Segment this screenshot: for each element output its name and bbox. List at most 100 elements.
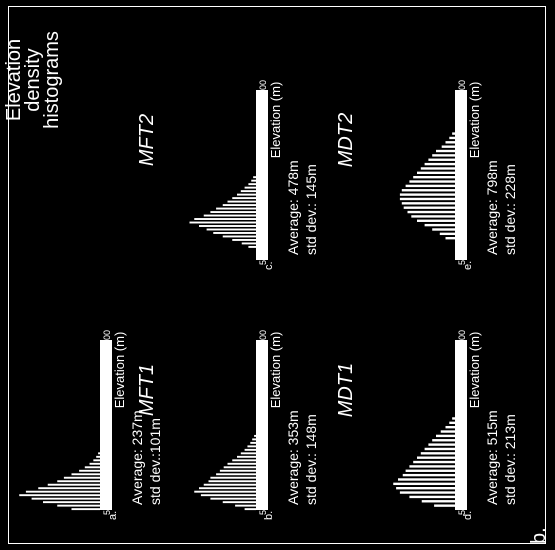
tick-label-e-4: 2000	[457, 80, 467, 100]
histogram-bar-d-7	[402, 473, 455, 477]
histogram-bar-a-13	[89, 462, 101, 465]
histogram-bar-c-4	[213, 232, 256, 234]
histogram-bar-c-12	[222, 204, 256, 207]
histogram-bar-b-7	[203, 483, 256, 486]
tick-label-b-0: 50	[258, 505, 268, 515]
histogram-bar-c-5	[206, 228, 257, 231]
panel-title-d: MDT1	[335, 363, 357, 417]
tick-label-a-3: 1500	[102, 374, 112, 394]
histogram-bar-c-14	[232, 197, 256, 200]
axis-strip-e	[455, 90, 467, 260]
histogram-bar-a-0	[71, 508, 100, 511]
histogram-bar-b-12	[223, 466, 256, 469]
tick-label-d-4: 2000	[457, 330, 467, 350]
histogram-bar-a-8	[57, 480, 100, 483]
axis-strip-c	[256, 90, 268, 260]
histogram-bar-d-11	[417, 456, 455, 459]
histogram-bar-b-3	[210, 497, 256, 500]
histogram-bar-c-2	[232, 238, 256, 241]
std-text-d: std dev.: 213m	[502, 414, 518, 505]
histogram-bar-b-4	[200, 494, 256, 497]
figure-border	[8, 6, 546, 544]
histogram-bar-b-8	[208, 480, 256, 483]
panel-letter-c: c.	[263, 261, 275, 270]
histogram-bar-e-9	[399, 197, 455, 201]
axis-label-e: Elevation (m)	[467, 82, 482, 159]
histogram-bar-e-1	[439, 232, 455, 236]
histogram-bar-a-5	[25, 490, 100, 493]
histogram-bar-e-14	[413, 175, 456, 179]
histogram-bar-e-18	[428, 158, 455, 161]
tick-label-e-0: 50	[457, 255, 467, 265]
histogram-bar-b-2	[222, 501, 256, 504]
histogram-bar-d-16	[436, 434, 455, 438]
tick-label-b-2: 1000	[258, 417, 268, 437]
tick-label-d-1: 500	[457, 463, 467, 478]
histogram-bar-b-9	[210, 476, 256, 479]
tick-label-b-4: 2000	[258, 330, 268, 350]
axis-label-c: Elevation (m)	[268, 82, 283, 159]
histogram-bar-b-17	[244, 448, 257, 451]
histogram-bar-c-6	[199, 225, 256, 227]
tick-label-a-2: 1000	[102, 417, 112, 437]
histogram-bar-a-2	[43, 501, 100, 504]
tick-label-d-0: 50	[457, 505, 467, 515]
histogram-bar-c-0	[248, 245, 256, 248]
histogram-bar-d-20	[452, 417, 455, 420]
std-text-a: std dev.:101m	[147, 418, 163, 505]
axis-label-b: Elevation (m)	[268, 332, 283, 409]
histogram-bar-e-4	[417, 219, 455, 222]
histogram-bar-d-13	[424, 447, 456, 451]
axis-label-a: Elevation (m)	[112, 332, 127, 409]
tick-label-a-4: 2000	[102, 330, 112, 350]
histogram-bar-a-14	[93, 459, 100, 462]
histogram-bar-b-10	[216, 473, 257, 476]
histogram-bar-e-19	[432, 154, 456, 157]
histogram-bar-b-14	[232, 459, 256, 462]
histogram-bar-c-18	[248, 183, 256, 186]
panel-letter-e: e.	[462, 261, 474, 270]
histogram-bar-e-0	[445, 236, 455, 240]
histogram-bar-d-2	[409, 495, 455, 499]
panel-letter-d: d.	[462, 511, 474, 520]
histogram-bar-e-15	[417, 171, 455, 175]
histogram-bar-c-7	[189, 221, 256, 224]
histogram-bar-e-5	[411, 215, 455, 218]
histogram-bar-d-10	[413, 460, 456, 464]
histogram-bar-a-4	[19, 494, 100, 497]
histogram-bar-b-21	[254, 434, 257, 437]
histogram-bar-d-5	[393, 482, 455, 486]
axis-strip-d	[455, 340, 467, 510]
tick-label-e-1: 500	[457, 213, 467, 228]
histogram-bar-b-18	[247, 445, 256, 448]
histogram-bar-e-24	[452, 132, 455, 135]
histogram-bar-e-22	[445, 141, 455, 144]
histogram-bar-e-2	[432, 228, 456, 231]
figure-panel-letter: b.	[528, 527, 550, 544]
average-text-e: Average: 798m	[484, 160, 500, 255]
histogram-bar-c-19	[251, 179, 256, 182]
histogram-bar-d-15	[432, 439, 456, 442]
histogram-bar-a-3	[31, 497, 101, 500]
histogram-bar-c-16	[240, 190, 257, 193]
histogram-bar-b-13	[227, 462, 256, 465]
panel-title-a: FPF	[0, 369, 2, 409]
histogram-bar-c-15	[237, 193, 256, 196]
histogram-bar-d-0	[434, 504, 456, 507]
tick-label-c-3: 1500	[258, 124, 268, 144]
histogram-bar-b-19	[250, 441, 257, 444]
histogram-bar-d-6	[398, 478, 455, 481]
histogram-bar-c-9	[203, 214, 256, 217]
histogram-bar-e-12	[405, 184, 456, 188]
histogram-bar-a-16	[98, 452, 100, 455]
histogram-bar-c-1	[241, 242, 256, 245]
histogram-bar-c-17	[244, 186, 257, 189]
tick-label-b-3: 1500	[258, 374, 268, 394]
histogram-bar-c-8	[194, 218, 256, 220]
histogram-bar-c-20	[253, 176, 256, 179]
histogram-bar-e-7	[403, 206, 456, 209]
histogram-bar-c-10	[210, 211, 256, 214]
average-text-d: Average: 515m	[484, 410, 500, 505]
